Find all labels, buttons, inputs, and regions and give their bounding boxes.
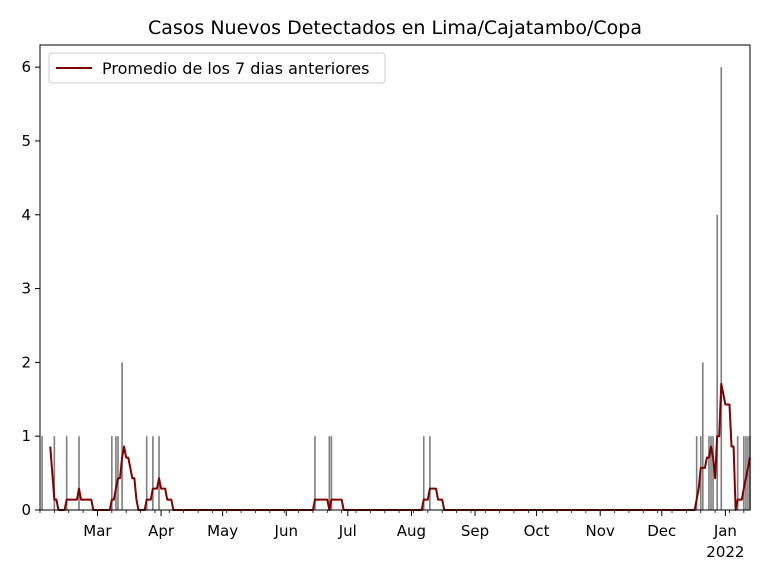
x-tick-label: Mar <box>83 522 112 540</box>
bar <box>429 436 431 510</box>
x-tick-label: Nov <box>586 522 615 540</box>
x-axis: Mar Apr May Jun Jul Aug Sep Oct Nov Dec Jan 2022 <box>39 510 744 561</box>
bar <box>65 436 68 510</box>
legend-label: Promedio de los 7 dias anteriores <box>102 59 369 78</box>
y-tick-label: 5 <box>21 132 31 150</box>
x-tick-label: Jun <box>274 522 298 540</box>
bar <box>701 362 704 510</box>
bar <box>111 436 113 510</box>
bar <box>328 436 331 510</box>
bar <box>745 436 747 510</box>
bar <box>158 436 160 510</box>
bar <box>710 436 712 510</box>
x-tick-label: Sep <box>461 522 489 540</box>
bar <box>743 436 745 510</box>
bar <box>41 436 43 510</box>
x-tick-label: Jul <box>338 522 357 540</box>
y-tick-label: 6 <box>21 58 31 76</box>
bar <box>736 436 739 510</box>
legend-frame <box>48 52 386 84</box>
legend: Promedio de los 7 dias anteriores <box>48 52 386 84</box>
x-tick-label: Jan <box>713 522 737 540</box>
bar <box>145 436 148 510</box>
bar <box>422 436 425 510</box>
bar <box>152 436 154 510</box>
bar <box>747 436 749 510</box>
line-layer <box>49 382 751 511</box>
bar <box>115 436 117 510</box>
y-tick-label: 1 <box>21 427 31 445</box>
bar <box>117 436 119 510</box>
bar <box>330 436 333 510</box>
x-tick-sublabel: 2022 <box>706 543 744 561</box>
series-line <box>49 382 751 511</box>
y-tick-label: 3 <box>21 280 31 298</box>
bar <box>695 436 698 510</box>
bar <box>720 67 723 510</box>
plot-area-frame <box>39 44 751 511</box>
x-tick-label: May <box>207 522 238 540</box>
x-tick-label: Oct <box>524 522 550 540</box>
bar <box>78 436 80 510</box>
y-axis: 0 1 2 3 4 5 6 <box>21 58 40 519</box>
bar <box>121 362 123 510</box>
x-tick-label: Aug <box>397 522 426 540</box>
x-tick-label: Dec <box>647 522 676 540</box>
bar <box>314 436 316 510</box>
bar <box>708 436 710 510</box>
y-tick-label: 2 <box>21 353 31 371</box>
bar <box>712 436 714 510</box>
y-tick-label: 0 <box>21 501 31 519</box>
x-tick-label: Apr <box>148 522 175 540</box>
bar <box>53 436 56 510</box>
chart-title: Casos Nuevos Detectados en Lima/Cajatamb… <box>148 17 642 39</box>
bar <box>716 214 718 510</box>
y-tick-label: 4 <box>21 206 31 224</box>
